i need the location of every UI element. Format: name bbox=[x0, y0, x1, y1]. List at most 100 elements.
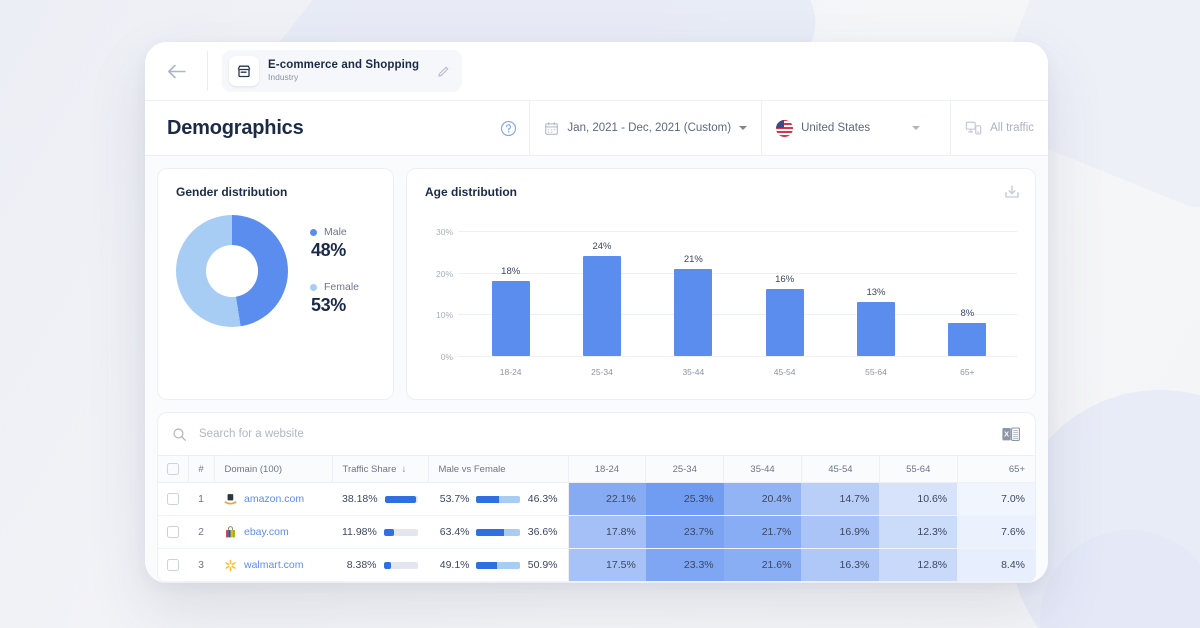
traffic-share-header[interactable]: Traffic Share ↓ bbox=[332, 456, 429, 483]
row-domain-cell: walmart.com bbox=[214, 548, 332, 582]
age-cell-35-44: 21.7% bbox=[723, 515, 802, 549]
row-checkbox[interactable] bbox=[167, 493, 179, 506]
age-cell-25-34: 23.3% bbox=[645, 548, 724, 582]
x-tick-65+: 65+ bbox=[960, 367, 975, 377]
y-tick-0: 0% bbox=[440, 352, 453, 362]
date-range-label: Jan, 2021 - Dec, 2021 (Custom) bbox=[567, 122, 732, 134]
row-select-cell bbox=[158, 515, 188, 549]
bar-value-label: 18% bbox=[501, 266, 521, 277]
row-domain-cell: ebay.com bbox=[214, 515, 332, 549]
row-traffic-share-cell: 8.38% bbox=[332, 548, 428, 582]
domain-link[interactable]: ebay.com bbox=[244, 526, 289, 538]
male-vs-female-header: Male vs Female bbox=[428, 456, 569, 483]
table-row[interactable]: 3 walmart.com 8.38% 49.1% 50.9% 17.5% 23.3% 21.… bbox=[158, 548, 1035, 582]
gender-distribution-card: Gender distribution Male 48% bbox=[157, 168, 394, 400]
websites-table: # Domain (100) Traffic Share ↓ Male vs F… bbox=[158, 456, 1035, 582]
bar bbox=[674, 268, 713, 356]
age-bar-chart: 30% 20% 10% 0% 18% 24% 21% 16% 13% 8% 18-24 25-34 35… bbox=[425, 213, 1017, 379]
age-cell-45-54: 16.9% bbox=[801, 515, 880, 549]
age-cell-65+: 7.6% bbox=[957, 515, 1035, 549]
traffic-share-bar bbox=[384, 495, 418, 503]
table-row[interactable]: 2 ebay.com 11.98% 63.4% 36.6% 17.8% 23.7% 21.7%… bbox=[158, 515, 1035, 549]
row-checkbox[interactable] bbox=[167, 559, 179, 572]
gender-donut-wrap: Male 48% Female 53% bbox=[176, 215, 393, 327]
industry-chip-title: E-commerce and Shopping bbox=[268, 59, 420, 71]
gender-legend: Male 48% Female 53% bbox=[310, 226, 359, 316]
bar bbox=[856, 301, 895, 356]
age-header-5: 65+ bbox=[957, 456, 1035, 483]
export-excel-button[interactable]: X bbox=[1001, 425, 1021, 444]
y-tick-20: 20% bbox=[435, 268, 453, 279]
bar bbox=[948, 322, 987, 356]
search-input[interactable] bbox=[197, 427, 521, 441]
y-tick-30: 30% bbox=[435, 227, 453, 237]
edit-industry-button[interactable] bbox=[437, 65, 450, 78]
select-all-checkbox[interactable] bbox=[166, 463, 179, 475]
bar-cell-65+[interactable]: 8% bbox=[922, 213, 1013, 356]
table-row[interactable]: 1 amazon.com 38.18% 53.7% 46.3% 22.1% 25.3% 20.… bbox=[158, 482, 1035, 516]
legend-female: Female 53% bbox=[310, 281, 359, 316]
row-gender-split-cell: 53.7% 46.3% bbox=[428, 482, 569, 516]
date-range-selector[interactable]: Jan, 2021 - Dec, 2021 (Custom) bbox=[529, 101, 761, 155]
row-select-cell bbox=[158, 548, 188, 582]
legend-male: Male 48% bbox=[310, 226, 359, 261]
age-cell-45-54: 16.3% bbox=[801, 548, 880, 582]
row-traffic-share-cell: 38.18% bbox=[332, 482, 428, 516]
charts-row: Gender distribution Male 48% bbox=[157, 168, 1036, 400]
export-chart-button[interactable] bbox=[1003, 183, 1021, 206]
age-cell-55-64: 10.6% bbox=[879, 482, 958, 516]
sort-arrow-down-icon: ↓ bbox=[399, 463, 407, 475]
industry-chip-subtitle: Industry bbox=[268, 72, 299, 83]
bar-cell-35-44[interactable]: 21% bbox=[648, 213, 739, 356]
age-header-3: 45-54 bbox=[801, 456, 880, 483]
bar-cell-25-34[interactable]: 24% bbox=[556, 213, 647, 356]
question-circle-icon bbox=[501, 120, 517, 136]
svg-text:X: X bbox=[1004, 429, 1009, 438]
female-pct: 46.3% bbox=[527, 493, 558, 505]
female-pct: 36.6% bbox=[527, 526, 558, 538]
traffic-type-selector[interactable]: All traffic bbox=[950, 101, 1048, 155]
domain-link[interactable]: amazon.com bbox=[244, 493, 305, 505]
age-cell-35-44: 21.6% bbox=[723, 548, 802, 582]
gridline-10 bbox=[458, 314, 1017, 316]
age-cell-65+: 7.0% bbox=[957, 482, 1035, 516]
amazon-icon bbox=[224, 493, 237, 505]
industry-chip-text: E-commerce and Shopping Industry bbox=[268, 59, 419, 83]
row-domain-cell: amazon.com bbox=[214, 482, 332, 516]
chevron-down-icon bbox=[912, 126, 921, 130]
age-header-4: 55-64 bbox=[879, 456, 958, 483]
table-header: # Domain (100) Traffic Share ↓ Male vs F… bbox=[158, 456, 1035, 483]
female-color-dot bbox=[310, 283, 317, 291]
age-cell-55-64: 12.3% bbox=[879, 515, 958, 549]
shop-icon bbox=[237, 65, 251, 78]
age-cell-35-44: 20.4% bbox=[723, 482, 802, 516]
traffic-share-value: 38.18% bbox=[342, 493, 378, 505]
bar-cell-45-54[interactable]: 16% bbox=[739, 213, 830, 356]
age-header-0: 18-24 bbox=[568, 456, 647, 483]
shop-icon-wrap bbox=[229, 56, 259, 86]
row-gender-split-cell: 63.4% 36.6% bbox=[428, 515, 569, 549]
bar-value-label: 16% bbox=[775, 274, 795, 286]
industry-chip[interactable]: E-commerce and Shopping Industry bbox=[222, 50, 463, 92]
app-window: E-commerce and Shopping Industry Demogra… bbox=[145, 42, 1048, 583]
age-cell-65+: 8.4% bbox=[957, 548, 1035, 582]
gridline-30 bbox=[458, 231, 1017, 232]
back-button[interactable] bbox=[145, 42, 207, 100]
traffic-share-value: 8.38% bbox=[346, 559, 377, 571]
country-selector[interactable]: United States bbox=[761, 101, 950, 155]
row-traffic-share-cell: 11.98% bbox=[332, 515, 428, 549]
male-pct: 49.1% bbox=[439, 559, 470, 571]
male-pct: 53.7% bbox=[439, 493, 470, 505]
traffic-share-header-label: Traffic Share bbox=[342, 463, 397, 475]
age-cell-18-24: 17.5% bbox=[568, 548, 646, 582]
bar-cell-18-24[interactable]: 18% bbox=[465, 213, 556, 356]
help-button[interactable] bbox=[500, 120, 517, 137]
us-flag-icon bbox=[776, 119, 794, 137]
gridline-0 bbox=[458, 356, 1017, 357]
row-checkbox[interactable] bbox=[167, 526, 179, 539]
bar-cell-55-64[interactable]: 13% bbox=[830, 213, 921, 356]
download-tray-icon bbox=[1005, 185, 1019, 198]
female-pct: 50.9% bbox=[527, 559, 558, 571]
domain-link[interactable]: walmart.com bbox=[244, 559, 304, 571]
rank-header: # bbox=[188, 456, 215, 483]
